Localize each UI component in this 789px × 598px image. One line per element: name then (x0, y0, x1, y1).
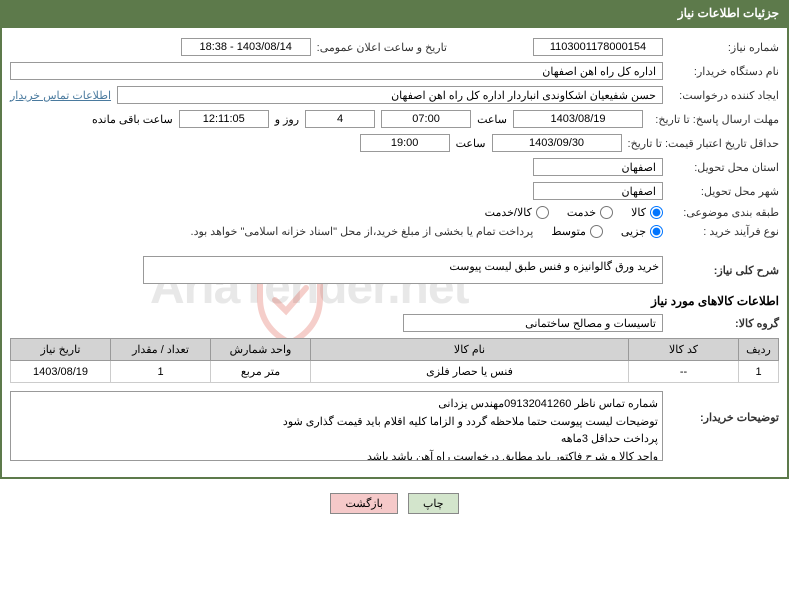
requester-label: ایجاد کننده درخواست: (669, 89, 779, 102)
province-label: استان محل تحویل: (669, 161, 779, 174)
announce-label: تاریخ و ساعت اعلان عمومی: (317, 41, 447, 54)
category-label: طبقه بندی موضوعی: (669, 206, 779, 219)
buyer-notes-line4: واحد کالا و شرح فاکتور باید مطابق درخواس… (15, 449, 658, 461)
partial-radio-label: جزیی (621, 225, 646, 238)
table-row: 1 -- فنس یا حصار فلزی متر مربع 1 1403/08… (11, 361, 779, 383)
day-and-label: روز و (275, 113, 299, 126)
medium-radio[interactable] (590, 225, 603, 238)
cell-name: فنس یا حصار فلزی (311, 361, 629, 383)
reply-time-field: 07:00 (381, 110, 471, 128)
buyer-notes-box: شماره تماس ناظر 09132041260مهندس یزدانی … (10, 391, 663, 461)
service-radio-item[interactable]: خدمت (567, 206, 613, 219)
service-radio-label: خدمت (567, 206, 596, 219)
th-row: ردیف (739, 339, 779, 361)
buyer-notes-line2: توضیحات لیست پیوست حتما ملاحظه گردد و ال… (15, 414, 658, 432)
th-name: نام کالا (311, 339, 629, 361)
process-label: نوع فرآیند خرید : (669, 225, 779, 238)
cell-unit: متر مربع (211, 361, 311, 383)
th-code: کد کالا (629, 339, 739, 361)
need-number-label: شماره نیاز: (669, 41, 779, 54)
goods-service-radio-item[interactable]: کالا/خدمت (485, 206, 549, 219)
table-header-row: ردیف کد کالا نام کالا واحد شمارش تعداد /… (11, 339, 779, 361)
back-button[interactable]: بازگشت (330, 493, 398, 514)
partial-radio-item[interactable]: جزیی (621, 225, 663, 238)
cell-date: 1403/08/19 (11, 361, 111, 383)
reply-date-field: 1403/08/19 (513, 110, 643, 128)
need-number-field: 1103001178000154 (533, 38, 663, 56)
price-validity-label: حداقل تاریخ اعتبار قیمت: تا تاریخ: (628, 137, 779, 150)
th-unit: واحد شمارش (211, 339, 311, 361)
buyer-notes-label: توضیحات خریدار: (669, 391, 779, 424)
page-title: جزئیات اطلاعات نیاز (678, 6, 779, 20)
price-validity-date-field: 1403/09/30 (492, 134, 622, 152)
print-button[interactable]: چاپ (408, 493, 459, 514)
goods-service-radio[interactable] (536, 206, 549, 219)
goods-info-title: اطلاعات کالاهای مورد نیاز (10, 294, 779, 308)
goods-radio-label: کالا (631, 206, 646, 219)
time-label-1: ساعت (477, 113, 507, 126)
goods-radio-item[interactable]: کالا (631, 206, 663, 219)
medium-radio-label: متوسط (551, 225, 586, 238)
buyer-notes-line1: شماره تماس ناظر 09132041260مهندس یزدانی (15, 396, 658, 414)
process-radio-group: جزیی متوسط (551, 225, 663, 238)
cell-code: -- (629, 361, 739, 383)
remaining-label: ساعت باقی مانده (92, 113, 173, 126)
desc-field: خرید ورق گالوانیزه و فنس طبق لیست پیوست (143, 256, 663, 284)
buyer-notes-line3: پرداخت حداقل 3ماهه (15, 431, 658, 449)
th-date: تاریخ نیاز (11, 339, 111, 361)
remaining-time-field: 12:11:05 (179, 110, 269, 128)
service-radio[interactable] (600, 206, 613, 219)
city-label: شهر محل تحویل: (669, 185, 779, 198)
day-count-field: 4 (305, 110, 375, 128)
medium-radio-item[interactable]: متوسط (551, 225, 603, 238)
price-validity-time-field: 19:00 (360, 134, 450, 152)
org-field: اداره کل راه اهن اصفهان (10, 62, 663, 80)
contact-link[interactable]: اطلاعات تماس خریدار (10, 89, 111, 102)
goods-table: ردیف کد کالا نام کالا واحد شمارش تعداد /… (10, 338, 779, 383)
goods-radio[interactable] (650, 206, 663, 219)
requester-field: حسن شفیعیان اشکاوندی انباردار اداره کل ر… (117, 86, 663, 104)
org-label: نام دستگاه خریدار: (669, 65, 779, 78)
category-radio-group: کالا خدمت کالا/خدمت (485, 206, 663, 219)
cell-qty: 1 (111, 361, 211, 383)
goods-table-container: ردیف کد کالا نام کالا واحد شمارش تعداد /… (10, 338, 779, 383)
page-header: جزئیات اطلاعات نیاز (0, 0, 789, 26)
time-label-2: ساعت (456, 137, 486, 150)
cell-num: 1 (739, 361, 779, 383)
goods-group-field: تاسیسات و مصالح ساختمانی (403, 314, 663, 332)
partial-radio[interactable] (650, 225, 663, 238)
announce-field: 1403/08/14 - 18:38 (181, 38, 311, 56)
goods-service-radio-label: کالا/خدمت (485, 206, 532, 219)
process-note: پرداخت تمام یا بخشی از مبلغ خرید،از محل … (191, 225, 534, 238)
main-content: شماره نیاز: 1103001178000154 تاریخ و ساع… (0, 26, 789, 479)
reply-deadline-label: مهلت ارسال پاسخ: تا تاریخ: (649, 113, 779, 126)
button-row: چاپ بازگشت (0, 489, 789, 518)
province-field: اصفهان (533, 158, 663, 176)
city-field: اصفهان (533, 182, 663, 200)
th-qty: تعداد / مقدار (111, 339, 211, 361)
goods-group-label: گروه کالا: (669, 317, 779, 330)
desc-label: شرح کلی نیاز: (669, 264, 779, 277)
